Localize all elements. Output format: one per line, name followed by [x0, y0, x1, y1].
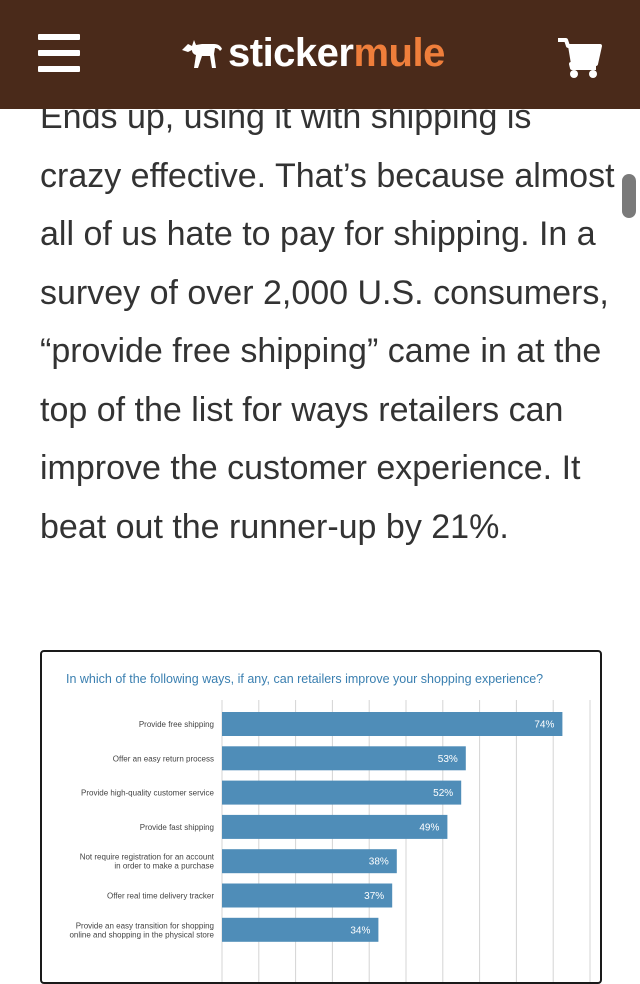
- article-body: Ends up, using it with shipping is crazy…: [40, 88, 615, 556]
- bar: [222, 712, 563, 736]
- menu-line: [38, 66, 80, 72]
- category-label: Provide an easy transition for shopping: [76, 921, 214, 930]
- category-label: online and shopping in the physical stor…: [69, 930, 214, 939]
- category-label: Offer an easy return process: [113, 754, 214, 763]
- bar-value-label: 38%: [369, 857, 389, 868]
- category-label: Provide fast shipping: [140, 823, 214, 832]
- stickermule-logo[interactable]: stickermule: [180, 28, 445, 78]
- category-label: Not require registration for an account: [80, 853, 215, 862]
- mule-icon: [182, 40, 222, 68]
- menu-line: [38, 34, 80, 40]
- category-label: Provide free shipping: [139, 720, 214, 729]
- bar: [222, 917, 379, 942]
- bar-value-label: 52%: [433, 788, 453, 799]
- category-label: Offer real time delivery tracker: [107, 892, 214, 901]
- bar-value-label: 74%: [534, 720, 554, 731]
- bar-value-label: 37%: [364, 891, 384, 902]
- bar: [222, 780, 462, 805]
- bar: [222, 746, 466, 771]
- logo-text-mule: mule: [353, 31, 445, 75]
- site-header: stickermule: [0, 0, 640, 109]
- chart-title: In which of the following ways, if any, …: [66, 672, 543, 686]
- logo-text-sticker: sticker: [228, 31, 354, 75]
- bar: [222, 814, 448, 839]
- category-label: in order to make a purchase: [114, 862, 214, 871]
- survey-chart: In which of the following ways, if any, …: [40, 650, 602, 984]
- category-label: Provide high-quality customer service: [81, 789, 214, 798]
- bar-value-label: 34%: [350, 925, 370, 936]
- article-paragraph: Ends up, using it with shipping is crazy…: [40, 98, 615, 546]
- scrollbar-thumb[interactable]: [622, 174, 636, 218]
- bar-value-label: 53%: [438, 754, 458, 765]
- hamburger-menu-icon[interactable]: [38, 34, 80, 72]
- menu-line: [38, 50, 80, 56]
- shopping-cart-icon[interactable]: [556, 36, 604, 80]
- bar-chart: In which of the following ways, if any, …: [66, 672, 591, 982]
- bar: [222, 883, 393, 908]
- bar-value-label: 49%: [419, 822, 439, 833]
- bar: [222, 849, 397, 874]
